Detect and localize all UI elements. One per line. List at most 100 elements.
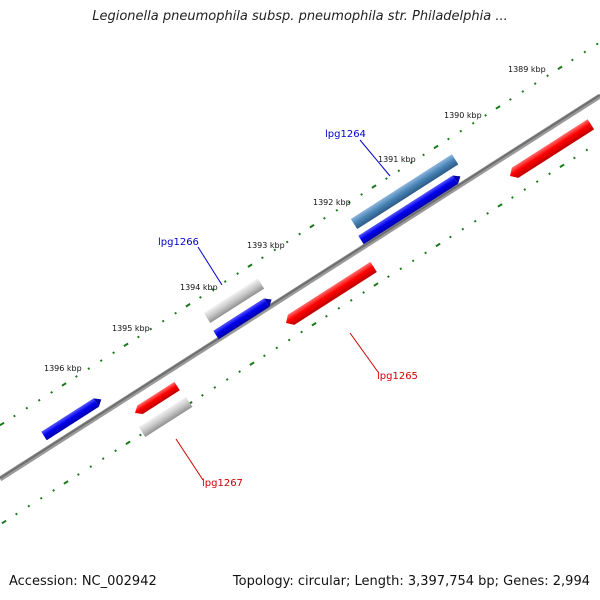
ruler-tick xyxy=(75,375,78,378)
pseudo-gene-bar[interactable] xyxy=(138,396,193,438)
ruler-tick xyxy=(362,291,365,294)
ruler-tick xyxy=(509,98,512,101)
gene-lpg1264-arrow[interactable] xyxy=(358,172,463,245)
gene-track xyxy=(41,119,595,441)
ruler-tick xyxy=(52,488,55,492)
ruler-tick xyxy=(484,113,487,117)
ruler-tick xyxy=(546,74,549,78)
ruler-tick-label: 1389 kbp xyxy=(508,65,546,74)
ruler-tick xyxy=(349,298,353,302)
ruler-tick xyxy=(533,82,537,86)
ruler-tick xyxy=(347,200,351,204)
ruler-tick xyxy=(112,351,115,355)
ruler-tick xyxy=(497,203,503,208)
ruler-tick-label: 1392 kbp xyxy=(313,198,351,207)
ruler-tick xyxy=(387,275,390,279)
ruler-tick xyxy=(435,242,441,248)
ruler-tick xyxy=(360,193,363,196)
ruler-tick xyxy=(247,263,253,268)
accession-label: Accession: NC_002942 xyxy=(9,574,157,589)
ruler-tick xyxy=(99,359,103,363)
selected-gene-bar[interactable] xyxy=(350,154,459,230)
ruler-tick xyxy=(139,433,142,437)
ruler-tick xyxy=(275,346,279,350)
gene-callouts: lpg1264 lpg1266 lpg1265 lpg1267 xyxy=(158,129,418,489)
ruler-tick xyxy=(63,480,69,485)
ruler-tick xyxy=(13,414,16,418)
ruler-tick-label: 1393 kbp xyxy=(247,241,285,250)
gene-label-lpg1265[interactable]: lpg1265 xyxy=(377,371,418,382)
ruler-tick xyxy=(101,457,105,461)
ruler-tick xyxy=(397,169,401,173)
genome-summary: Topology: circular; Length: 3,397,754 bp… xyxy=(232,574,590,589)
ruler-tick xyxy=(238,370,241,374)
ruler-tick xyxy=(411,259,415,263)
ruler-tick xyxy=(211,288,215,291)
ruler-tick xyxy=(185,303,191,308)
ruler-tick xyxy=(285,240,289,244)
ruler-tick xyxy=(25,406,29,410)
ruler-tick xyxy=(125,440,131,446)
ruler-tick xyxy=(77,473,80,476)
forward-gene-arrow[interactable] xyxy=(41,395,104,441)
ruler-tick xyxy=(459,129,463,133)
ruler-tick xyxy=(50,390,53,394)
ruler-tick xyxy=(595,42,599,46)
ruler-tick xyxy=(249,361,255,366)
ruler-tick xyxy=(15,512,18,516)
ruler-tick xyxy=(287,338,291,342)
ruler-tick xyxy=(161,319,165,323)
ruler-tick xyxy=(523,188,527,191)
ruler-tick xyxy=(27,504,31,508)
ruler-tick xyxy=(571,58,574,62)
ruler-tick xyxy=(201,393,204,397)
gene-label-lpg1267[interactable]: lpg1267 xyxy=(202,478,243,489)
ruler-tick xyxy=(223,280,227,283)
ruler-tick xyxy=(433,144,439,150)
ruler-tick xyxy=(337,306,341,310)
lower-tick-row xyxy=(1,148,589,525)
ruler-tick xyxy=(583,50,587,54)
ruler-tick xyxy=(89,465,93,468)
gene-label-lpg1266[interactable]: lpg1266 xyxy=(158,237,199,248)
ruler-tick xyxy=(236,272,239,276)
ruler-tick xyxy=(385,177,388,181)
ruler-tick xyxy=(149,327,153,331)
ruler-tick-label: 1394 kbp xyxy=(180,283,218,292)
ruler-tick xyxy=(573,156,576,160)
ruler-tick xyxy=(399,267,403,271)
ruler-tick xyxy=(37,398,41,402)
ruler-tick xyxy=(199,295,202,299)
genome-backbone xyxy=(0,93,600,482)
ruler-tick xyxy=(557,65,563,71)
reverse-gene-arrow[interactable] xyxy=(507,119,595,181)
gene-lpg1266-arrow[interactable] xyxy=(213,295,274,340)
ruler-tick xyxy=(225,378,229,381)
gene-lpg1267-arrow[interactable] xyxy=(132,381,180,417)
ruler-tick xyxy=(473,219,477,223)
gene-lpg1265-arrow[interactable] xyxy=(283,261,377,328)
ruler-tick xyxy=(548,172,551,176)
ruler-tick xyxy=(273,248,277,252)
ruler-tick xyxy=(486,211,489,215)
ruler-tick xyxy=(309,223,315,229)
ruler-tick xyxy=(325,314,328,318)
ruler-tick xyxy=(335,208,339,212)
ruler-tick xyxy=(447,137,450,141)
ruler-tick xyxy=(39,496,43,500)
ruler-tick xyxy=(123,342,129,348)
pseudo-gene-bar[interactable] xyxy=(203,278,265,324)
ruler-tick xyxy=(373,282,379,287)
upper-tick-row xyxy=(0,42,599,427)
gene-label-lpg1264[interactable]: lpg1264 xyxy=(325,129,366,140)
ruler-tick xyxy=(495,105,501,110)
ruler-tick xyxy=(1,519,7,525)
ruler-tick xyxy=(261,256,264,260)
ruler-tick xyxy=(0,421,5,427)
ruler-tick xyxy=(585,148,589,152)
ruler-tick xyxy=(449,235,452,239)
ruler-tick xyxy=(87,367,91,370)
ruler-tick xyxy=(114,449,117,453)
ruler-tick xyxy=(424,251,427,255)
